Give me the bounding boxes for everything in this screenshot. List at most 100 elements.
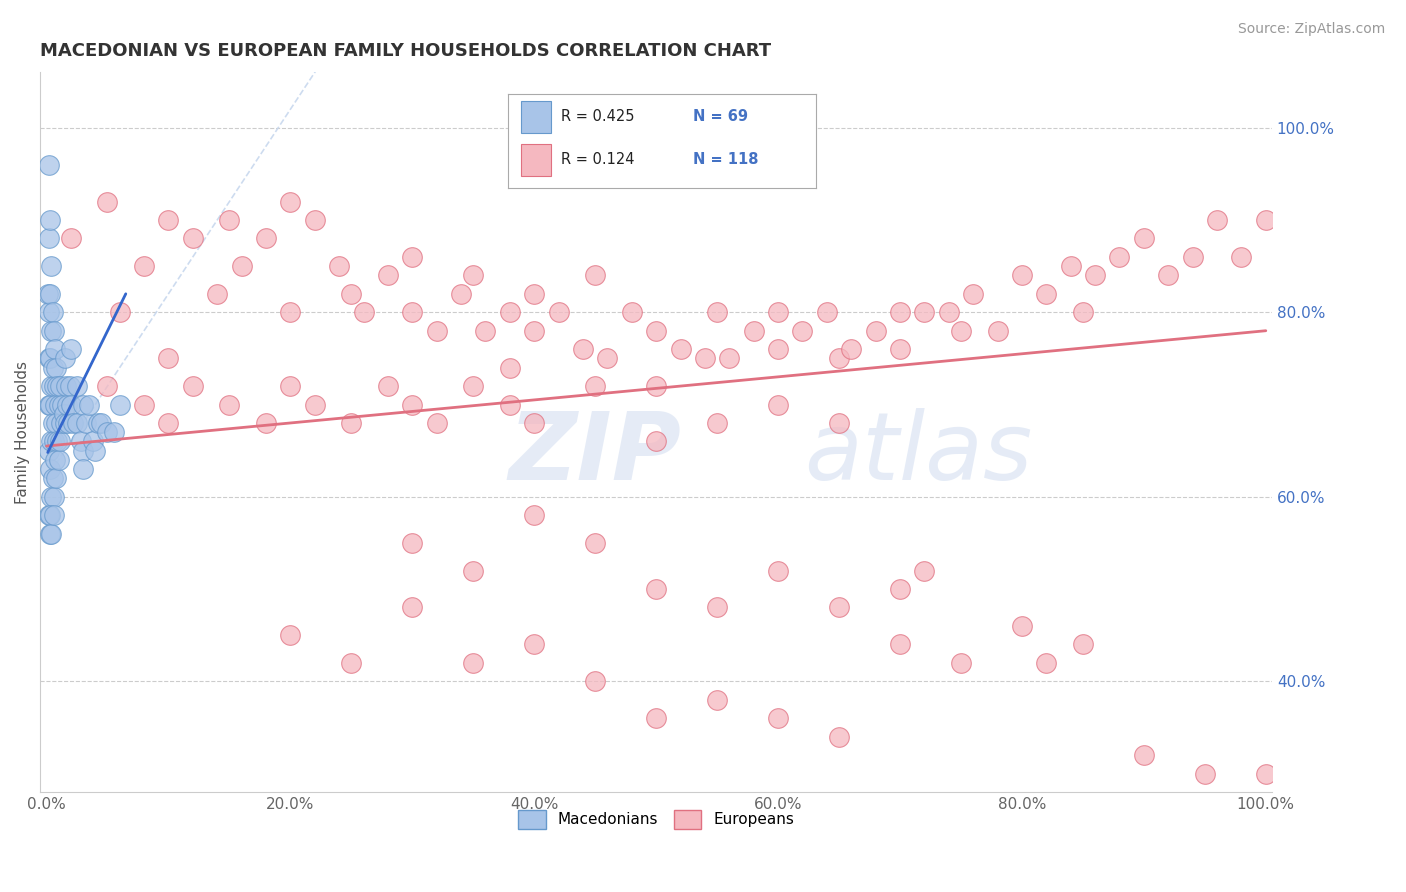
Point: [377, 379, 399, 393]
Text: ZIP: ZIP: [509, 408, 682, 500]
Point: [157, 213, 180, 227]
Point: [987, 324, 1010, 338]
Point: [53, 351, 76, 366]
Point: [1035, 656, 1057, 670]
Point: [645, 379, 668, 393]
Point: [499, 397, 522, 411]
Point: [72, 443, 94, 458]
Point: [66, 416, 89, 430]
Point: [181, 379, 204, 393]
Point: [304, 397, 326, 411]
Point: [41, 360, 63, 375]
Point: [39, 526, 62, 541]
Point: [1181, 250, 1204, 264]
Point: [1206, 213, 1229, 227]
Point: [132, 259, 155, 273]
Y-axis label: Family Households: Family Households: [15, 360, 30, 504]
Point: [39, 351, 62, 366]
Point: [42, 379, 65, 393]
Point: [962, 286, 984, 301]
Point: [132, 397, 155, 411]
Point: [645, 582, 668, 596]
Point: [766, 564, 789, 578]
Point: [45, 416, 67, 430]
Point: [426, 324, 449, 338]
Point: [889, 582, 911, 596]
Point: [706, 600, 728, 615]
Point: [157, 351, 180, 366]
Point: [499, 305, 522, 319]
Text: atlas: atlas: [804, 409, 1032, 500]
Point: [1108, 250, 1130, 264]
Point: [42, 434, 65, 449]
Point: [108, 305, 131, 319]
Point: [52, 407, 75, 421]
Point: [39, 397, 62, 411]
Point: [463, 564, 485, 578]
Point: [828, 351, 851, 366]
Point: [41, 490, 63, 504]
Point: [1133, 747, 1156, 762]
Point: [815, 305, 838, 319]
Point: [231, 259, 253, 273]
Point: [1084, 268, 1107, 283]
Point: [1071, 637, 1094, 651]
Point: [103, 425, 125, 440]
Point: [706, 305, 728, 319]
Point: [1157, 268, 1180, 283]
Point: [38, 443, 60, 458]
Point: [48, 397, 70, 411]
Point: [889, 305, 911, 319]
Point: [583, 268, 606, 283]
Point: [1011, 268, 1033, 283]
Point: [353, 305, 375, 319]
Point: [205, 286, 228, 301]
Point: [72, 397, 94, 411]
Point: [340, 656, 363, 670]
Point: [645, 711, 668, 725]
Point: [44, 397, 66, 411]
Point: [90, 416, 112, 430]
Point: [340, 416, 363, 430]
Point: [48, 453, 70, 467]
Point: [523, 286, 546, 301]
Point: [463, 379, 485, 393]
Point: [523, 637, 546, 651]
Point: [766, 342, 789, 356]
Point: [912, 305, 935, 319]
Point: [51, 397, 73, 411]
Point: [39, 286, 62, 301]
Point: [41, 471, 63, 485]
Point: [39, 508, 62, 523]
Point: [523, 324, 546, 338]
Point: [42, 490, 65, 504]
Point: [718, 351, 741, 366]
Point: [49, 416, 72, 430]
Point: [41, 259, 63, 273]
Point: [1133, 231, 1156, 245]
Point: [401, 305, 423, 319]
Point: [340, 286, 363, 301]
Point: [1071, 305, 1094, 319]
Text: Source: ZipAtlas.com: Source: ZipAtlas.com: [1237, 22, 1385, 37]
Point: [645, 324, 668, 338]
Point: [72, 462, 94, 476]
Point: [41, 305, 63, 319]
Point: [669, 342, 692, 356]
Point: [38, 305, 60, 319]
Point: [949, 324, 972, 338]
Point: [693, 351, 716, 366]
Point: [96, 194, 118, 209]
Point: [523, 508, 546, 523]
Point: [280, 305, 302, 319]
Point: [706, 692, 728, 706]
Point: [66, 379, 89, 393]
Point: [82, 434, 104, 449]
Point: [55, 379, 77, 393]
Point: [328, 259, 350, 273]
Point: [96, 379, 118, 393]
Point: [1254, 213, 1277, 227]
Point: [44, 453, 66, 467]
Point: [49, 434, 72, 449]
Point: [157, 416, 180, 430]
